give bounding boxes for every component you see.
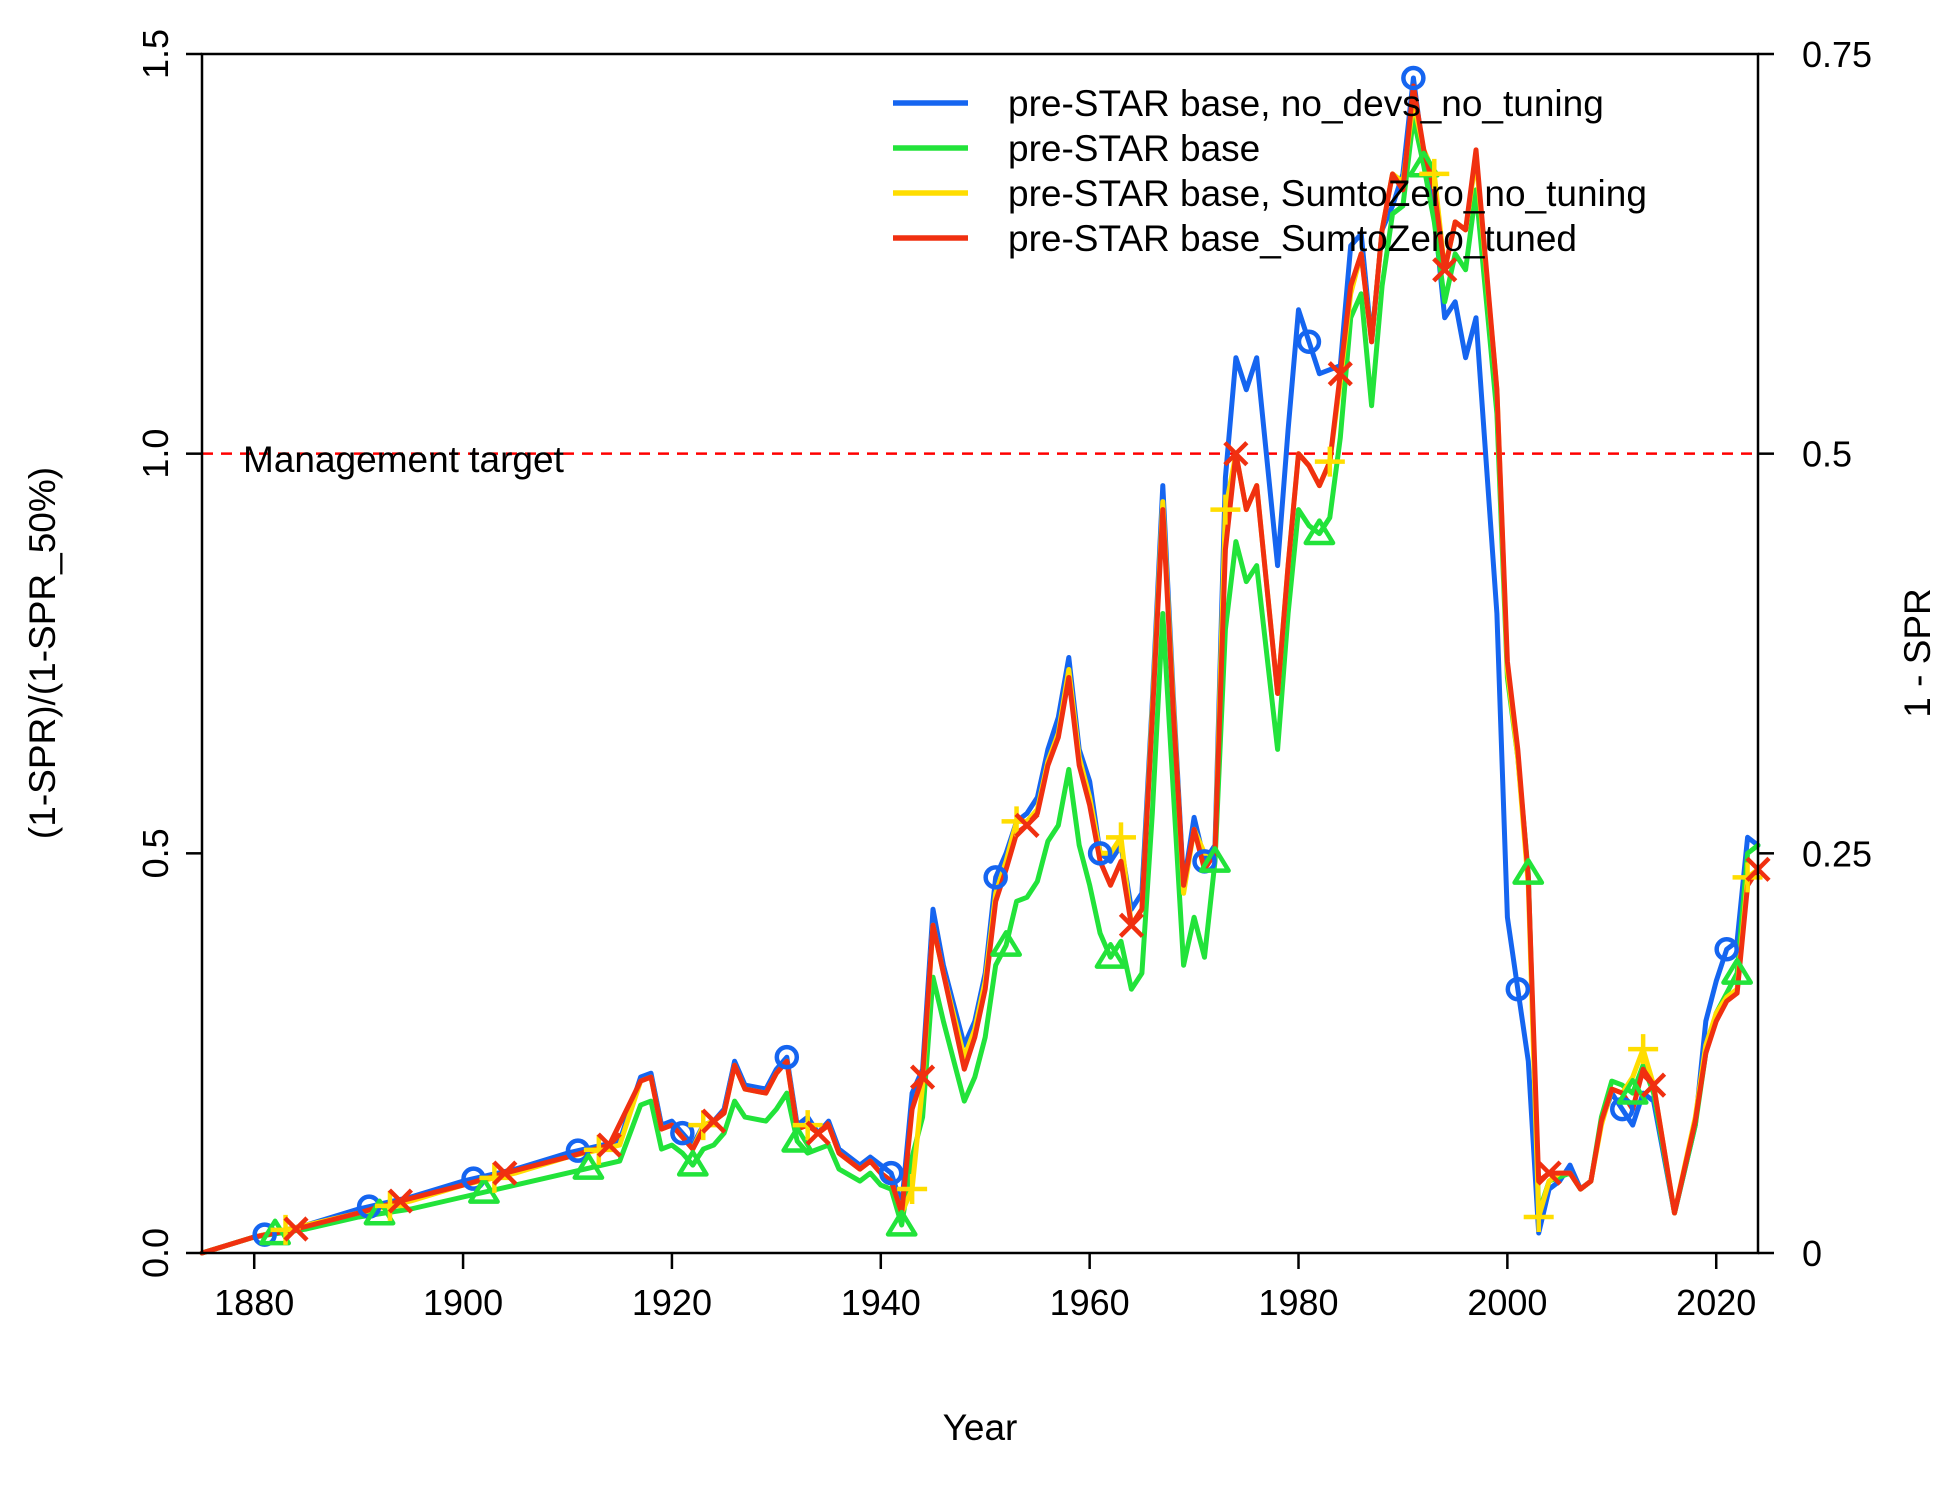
series-2-marker — [468, 1177, 500, 1204]
series-4-marker — [1223, 441, 1249, 467]
x-tick-label: 1880 — [214, 1282, 294, 1323]
series-2-marker — [572, 1153, 605, 1180]
series-3-marker — [897, 1174, 928, 1205]
series-4-marker — [1640, 1072, 1667, 1098]
series-2-marker — [781, 1125, 814, 1153]
series-4-marker — [1327, 361, 1353, 387]
x-tick-label: 1980 — [1258, 1282, 1338, 1323]
legend: pre-STAR base, no_devs_no_tuningpre-STAR… — [893, 83, 1647, 259]
series-2-marker — [1199, 846, 1231, 873]
series-1-marker — [1401, 65, 1426, 91]
legend-label-2: pre-STAR base — [1008, 128, 1260, 169]
y-tick-label: 0.0 — [135, 1228, 176, 1278]
series-2-marker — [1616, 1077, 1649, 1105]
series-3-marker — [374, 1190, 405, 1221]
x-tick-label: 1940 — [841, 1282, 921, 1323]
x-tick-label: 1900 — [423, 1282, 503, 1323]
y2-tick-label: 0.75 — [1802, 34, 1872, 75]
series-2-marker — [676, 1149, 709, 1177]
series-4-marker — [1432, 257, 1458, 283]
series-4-marker — [1014, 812, 1040, 838]
legend-label-4: pre-STAR base_SumtoZero_tuned — [1008, 218, 1577, 259]
y2-tick-label: 0.25 — [1802, 833, 1872, 874]
series-4-marker — [387, 1188, 414, 1214]
series-2-marker — [885, 1209, 918, 1237]
series-2-marker — [1512, 858, 1545, 885]
series-1-marker — [1087, 841, 1113, 866]
series-1-marker — [1714, 937, 1739, 962]
y2-tick-label: 0.5 — [1802, 434, 1852, 475]
y-tick-label: 1.0 — [135, 429, 176, 479]
plot-frame — [200, 52, 1760, 1255]
series-1-marker — [878, 1160, 904, 1186]
series-3-marker — [1105, 822, 1136, 853]
series-4-marker — [701, 1108, 727, 1134]
x-tick-label: 2020 — [1676, 1282, 1756, 1323]
series-3-marker — [1001, 806, 1032, 837]
x-tick-label: 2000 — [1467, 1282, 1547, 1323]
series-3-marker — [1419, 158, 1450, 189]
series-3-marker — [1210, 494, 1241, 525]
y2-axis-title: 1 - SPR — [1897, 588, 1938, 718]
series-4-marker — [492, 1160, 518, 1186]
series-4-marker — [805, 1120, 831, 1146]
series-3-marker — [1523, 1202, 1554, 1233]
series-4-marker — [1536, 1160, 1562, 1186]
marker-layer — [252, 65, 1771, 1247]
series-3-marker — [1628, 1034, 1659, 1065]
series-2-marker — [1094, 941, 1127, 969]
series-3-marker — [688, 1110, 719, 1141]
x-axis-title: Year — [943, 1407, 1018, 1448]
y-tick-label: 1.5 — [135, 29, 176, 79]
series-2-marker — [990, 930, 1023, 957]
series-1-marker — [1296, 329, 1322, 355]
x-tick-label: 1920 — [632, 1282, 712, 1323]
series-1-marker — [670, 1120, 695, 1146]
series-1-marker — [774, 1044, 800, 1070]
axis-layer: 1880 1900 1920 1940 1960 1980 2000 2020 0.0 0.5 1.… — [135, 29, 1872, 1323]
reference-line-label: Management target — [243, 439, 565, 480]
series-2-marker — [1303, 518, 1336, 546]
series-2-marker — [363, 1198, 396, 1226]
legend-label-1: pre-STAR base, no_devs_no_tuning — [1008, 83, 1604, 124]
series-3-marker — [583, 1134, 614, 1165]
series-4-marker — [909, 1064, 936, 1090]
series-1-marker — [983, 865, 1008, 890]
series-2-marker — [1721, 957, 1754, 985]
y-axis-title: (1-SPR)/(1-SPR_50%) — [22, 467, 63, 839]
y-tick-label: 0.5 — [135, 828, 176, 878]
series-1-marker — [1505, 976, 1531, 1002]
series-4-marker — [596, 1132, 622, 1158]
y2-tick-label: 0 — [1802, 1233, 1822, 1274]
series-3-marker — [1314, 446, 1345, 477]
x-tick-label: 1960 — [1050, 1282, 1130, 1323]
series-4-marker — [283, 1216, 309, 1242]
series-3-marker — [479, 1162, 510, 1193]
legend-label-3: pre-STAR base, SumtoZero_no_tuning — [1008, 173, 1647, 214]
series-4-marker — [1118, 912, 1145, 938]
